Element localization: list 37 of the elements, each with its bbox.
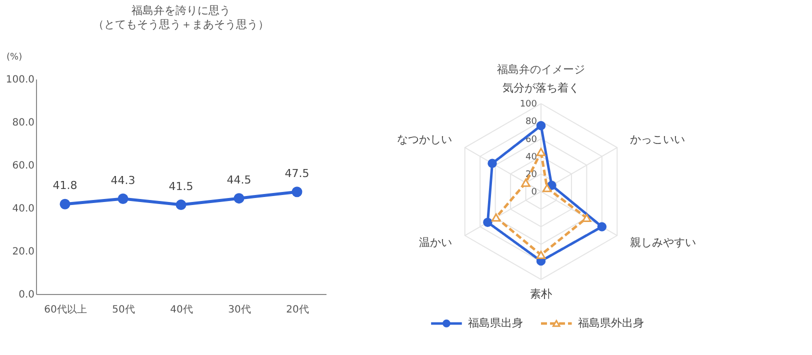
data-label: 44.5 — [226, 173, 252, 186]
spoke-label: かっこいい — [630, 133, 686, 146]
y-tick-label: 0.0 — [18, 290, 34, 300]
chart-subtitle: （とてもそう思う＋まあそう思う） — [93, 18, 269, 31]
y-tick-label: 0 — [531, 188, 538, 198]
y-tick-label: 100 — [520, 100, 538, 110]
x-tick-label: 20代 — [286, 304, 309, 316]
spoke-label: なつかしい — [396, 133, 452, 146]
y-tick-label: 80.0 — [12, 118, 34, 128]
point — [176, 200, 186, 210]
spoke-label: 素朴 — [530, 287, 552, 300]
point — [60, 198, 70, 210]
x-tick-label: 50代 — [112, 304, 135, 316]
spoke-label: 親しみやすい — [630, 236, 696, 249]
legend-label: 福島県外出身 — [578, 316, 644, 330]
legend-label: 福島県出身 — [468, 316, 524, 330]
spoke-label: 温かい — [418, 236, 452, 249]
x-tick-label: 30代 — [228, 304, 251, 316]
chart-title: 福島弁のイメージ — [497, 63, 585, 76]
point — [234, 193, 244, 204]
y-tick-label: 80 — [526, 117, 538, 128]
point — [292, 186, 302, 198]
data-label: 47.5 — [284, 166, 310, 180]
data-label: 41.5 — [168, 180, 194, 193]
y-tick-label: 20.0 — [12, 246, 34, 258]
data-label: 41.8 — [52, 179, 78, 192]
point — [118, 194, 128, 204]
x-tick-label: 60代以上 — [44, 304, 87, 316]
y-tick-label: 40 — [526, 152, 538, 162]
y-axis-title: (%) — [6, 52, 22, 62]
chart-title: 福島弁を誇りに思う — [132, 4, 230, 17]
y-tick-label: 100.0 — [6, 74, 34, 86]
x-tick-label: 40代 — [170, 304, 193, 316]
y-tick-label: 60.0 — [12, 160, 34, 172]
spoke-label: 気分が落ち着く — [502, 82, 580, 95]
data-label: 44.3 — [110, 174, 136, 187]
y-tick-label: 40.0 — [12, 204, 34, 214]
